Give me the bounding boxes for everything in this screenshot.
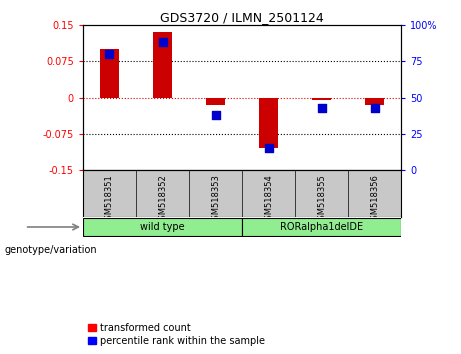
Text: GSM518351: GSM518351 (105, 174, 114, 225)
Point (106, 51, 113, 57)
Point (265, 145, 272, 151)
Bar (100, 49, 119, 97)
Text: RORalpha1delDE: RORalpha1delDE (280, 222, 363, 232)
Bar (206, 97, 225, 105)
Text: wild type: wild type (140, 222, 185, 232)
FancyBboxPatch shape (83, 218, 242, 236)
Bar (312, 97, 331, 100)
Point (159, 39, 166, 45)
Point (212, 112, 219, 118)
Bar (365, 97, 384, 105)
FancyBboxPatch shape (242, 218, 401, 236)
Title: GDS3720 / ILMN_2501124: GDS3720 / ILMN_2501124 (160, 11, 324, 24)
Bar (259, 97, 278, 148)
Text: GSM518356: GSM518356 (370, 174, 379, 225)
Text: GSM518354: GSM518354 (264, 174, 273, 225)
Point (318, 105, 325, 110)
Text: GSM518352: GSM518352 (158, 174, 167, 225)
Point (371, 105, 378, 110)
Text: genotype/variation: genotype/variation (5, 245, 97, 255)
Legend: transformed count, percentile rank within the sample: transformed count, percentile rank withi… (88, 323, 266, 346)
Bar (153, 32, 172, 97)
Text: GSM518353: GSM518353 (211, 174, 220, 225)
Text: GSM518355: GSM518355 (317, 174, 326, 225)
